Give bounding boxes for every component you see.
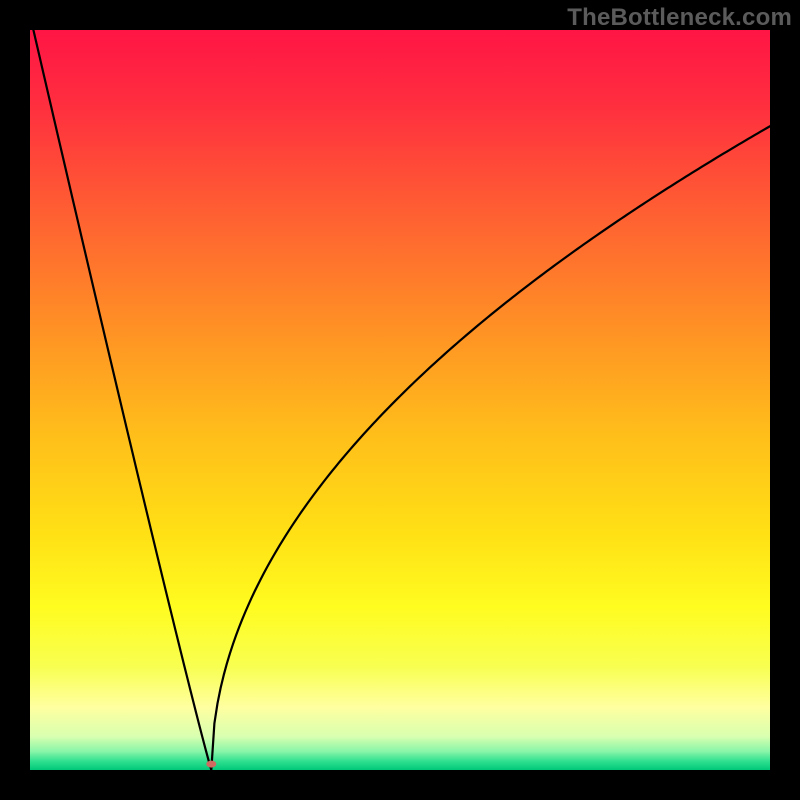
plot-background [30,30,770,770]
vertex-marker [206,761,216,768]
bottleneck-curve-chart [0,0,800,800]
watermark-text: TheBottleneck.com [567,4,792,32]
